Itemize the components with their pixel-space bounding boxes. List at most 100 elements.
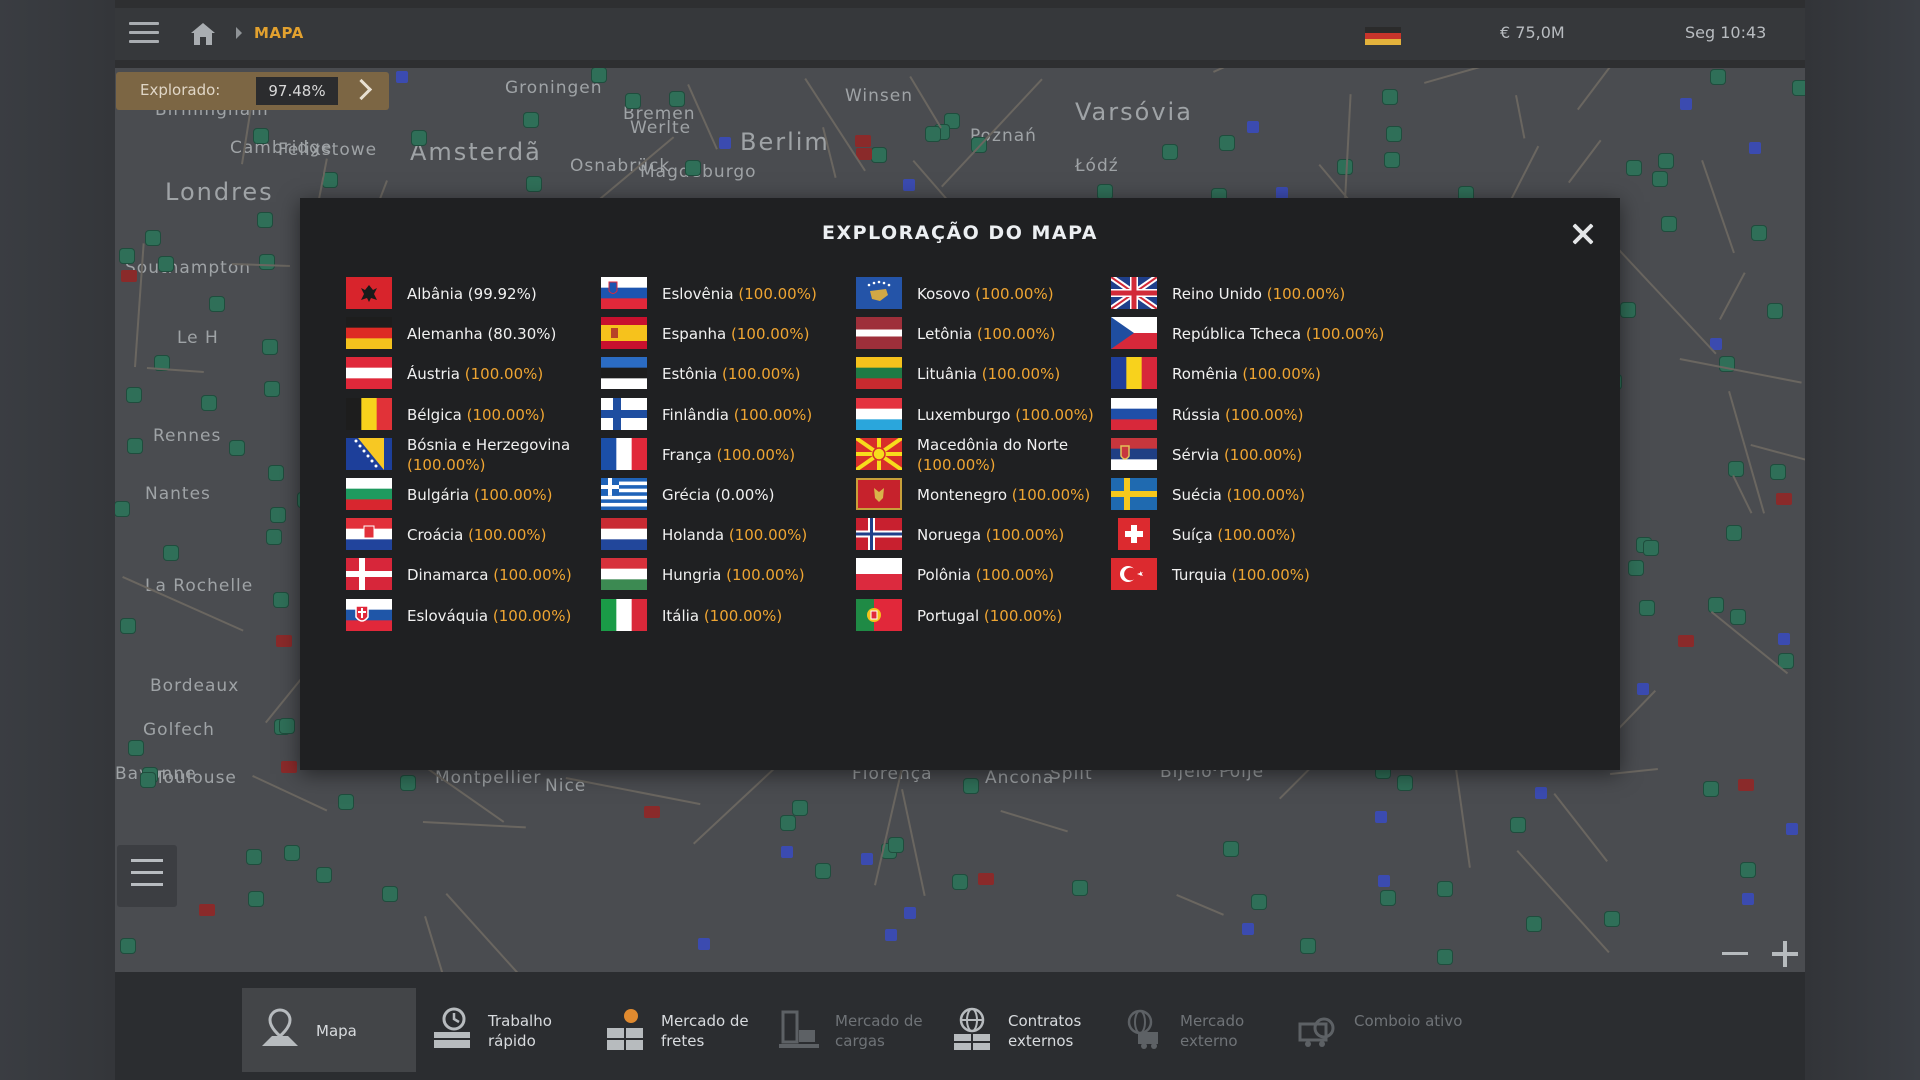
country-name: Áustria (100.00%): [407, 364, 543, 384]
breadcrumb-chevron-icon: [236, 27, 242, 39]
nav-mercado-de-fretes[interactable]: Mercado de fretes: [587, 988, 761, 1072]
country-row[interactable]: Croácia (100.00%): [346, 515, 646, 555]
map-pin-icon: [262, 1008, 298, 1046]
country-name: Espanha (100.00%): [662, 324, 809, 344]
country-row[interactable]: Reino Unido (100.00%): [1111, 274, 1411, 314]
serbia-flag-icon: [1111, 437, 1157, 470]
country-row[interactable]: Itália (100.00%): [601, 596, 901, 636]
map-marker-icon: [115, 501, 130, 516]
country-row[interactable]: Holanda (100.00%): [601, 515, 901, 555]
country-row[interactable]: Macedônia do Norte (100.00%): [856, 435, 1156, 475]
country-row[interactable]: Espanha (100.00%): [601, 314, 901, 354]
nav-mercado-de-cargas[interactable]: Mercado de cargas: [761, 988, 935, 1072]
country-name: Macedônia do Norte (100.00%): [917, 435, 1127, 475]
map-marker-icon: [145, 230, 160, 245]
country-row[interactable]: Finlândia (100.00%): [601, 395, 901, 435]
country-percentage: (100.00%): [981, 365, 1061, 384]
nav-contratos-externos[interactable]: Contratos externos: [934, 988, 1108, 1072]
country-row[interactable]: Rússia (100.00%): [1111, 395, 1411, 435]
country-row[interactable]: Eslovênia (100.00%): [601, 274, 901, 314]
country-row[interactable]: Montenegro (100.00%): [856, 475, 1156, 515]
map-legend-button[interactable]: [117, 845, 177, 907]
country-row[interactable]: Turquia (100.00%): [1111, 555, 1411, 595]
country-row[interactable]: Hungria (100.00%): [601, 555, 901, 595]
map-road: [1710, 611, 1789, 675]
map-marker-icon: [527, 176, 542, 191]
country-row[interactable]: Suécia (100.00%): [1111, 475, 1411, 515]
country-name: Holanda (100.00%): [662, 525, 807, 545]
hamburger-menu-icon[interactable]: [129, 22, 159, 46]
bosnia-flag-icon: [346, 437, 392, 470]
zoom-out-icon[interactable]: [1722, 952, 1748, 955]
map-marker-icon: [1437, 950, 1452, 965]
country-row[interactable]: Bélgica (100.00%): [346, 395, 646, 435]
country-row[interactable]: Áustria (100.00%): [346, 354, 646, 394]
country-row[interactable]: Lituânia (100.00%): [856, 354, 1156, 394]
map-marker-icon: [926, 127, 941, 142]
country-row[interactable]: Estônia (100.00%): [601, 354, 901, 394]
cargo-icon: [779, 1010, 819, 1048]
zoom-in-icon[interactable]: [1772, 941, 1798, 967]
map-marker-icon: [854, 135, 871, 148]
country-percentage: (100.00%): [493, 566, 572, 585]
country-row[interactable]: Bósnia e Herzegovina (100.00%): [346, 435, 646, 475]
luxembourg-flag-icon: [856, 397, 902, 430]
country-row[interactable]: Romênia (100.00%): [1111, 354, 1411, 394]
country-row[interactable]: França (100.00%): [601, 435, 901, 475]
country-row[interactable]: Bulgária (100.00%): [346, 475, 646, 515]
country-percentage: (100.00%): [1223, 445, 1303, 464]
country-row[interactable]: Suíça (100.00%): [1111, 515, 1411, 555]
nav-label: Trabalho rápido: [488, 1012, 552, 1050]
country-percentage: (100.00%): [407, 455, 486, 474]
country-row[interactable]: Grécia (0.00%): [601, 475, 901, 515]
map-marker-icon: [317, 868, 332, 883]
map-marker-icon: [266, 530, 281, 545]
nav-label: Mercado de fretes: [661, 1012, 749, 1050]
map-road: [1175, 894, 1224, 917]
nav-trabalho-rapido[interactable]: Trabalho rápido: [414, 988, 588, 1072]
denmark-flag-icon: [346, 558, 392, 591]
country-percentage: (100.00%): [983, 606, 1063, 625]
country-row[interactable]: Luxemburgo (100.00%): [856, 395, 1156, 435]
explored-indicator[interactable]: Explorado: 97.48%: [116, 72, 389, 110]
country-percentage: (100.00%): [738, 285, 817, 303]
country-percentage: (99.92%): [467, 285, 537, 303]
montenegro-flag-icon: [856, 478, 902, 510]
country-row[interactable]: República Tcheca (100.00%): [1111, 314, 1411, 354]
country-row[interactable]: Albânia (99.92%): [346, 274, 646, 314]
country-row[interactable]: Eslováquia (100.00%): [346, 596, 646, 636]
country-percentage: (100.00%): [975, 285, 1054, 303]
country-label: Dinamarca: [407, 566, 489, 585]
close-icon[interactable]: [1571, 222, 1595, 246]
chevron-right-icon[interactable]: [350, 78, 373, 101]
nav-mapa[interactable]: Mapa: [242, 988, 416, 1072]
country-row[interactable]: Alemanha (80.30%): [346, 314, 646, 354]
breadcrumb[interactable]: MAPA: [254, 24, 304, 42]
map-marker-icon: [322, 172, 337, 187]
country-label: Noruega: [917, 526, 982, 545]
country-label: Estônia: [662, 365, 718, 384]
country-row[interactable]: Dinamarca (100.00%): [346, 555, 646, 595]
map-marker-icon: [860, 853, 873, 866]
clock-box-icon: [434, 1007, 470, 1048]
map-marker-icon: [697, 937, 710, 950]
country-row[interactable]: Polônia (100.00%): [856, 555, 1156, 595]
country-percentage: (100.00%): [722, 365, 801, 384]
country-row[interactable]: Noruega (100.00%): [856, 515, 1156, 555]
country-row[interactable]: Letônia (100.00%): [856, 314, 1156, 354]
map-marker-icon: [1709, 338, 1722, 351]
country-name: Bulgária (100.00%): [407, 485, 552, 505]
country-label: Luxemburgo: [917, 405, 1011, 424]
home-icon[interactable]: [189, 21, 217, 47]
nav-mercado-externo[interactable]: Mercado externo: [1106, 988, 1280, 1072]
map-marker-icon: [400, 776, 415, 791]
country-label: Holanda: [662, 526, 725, 545]
nav-comboio-ativo[interactable]: Comboio ativo: [1280, 988, 1462, 1072]
globe-truck-icon: [1127, 1009, 1158, 1049]
map-marker-icon: [155, 356, 170, 371]
country-row[interactable]: Sérvia (100.00%): [1111, 435, 1411, 475]
country-row[interactable]: Kosovo (100.00%): [856, 274, 1156, 314]
country-row[interactable]: Portugal (100.00%): [856, 596, 1156, 636]
country-name: Montenegro (100.00%): [917, 485, 1090, 505]
country-name: República Tcheca (100.00%): [1172, 324, 1384, 344]
